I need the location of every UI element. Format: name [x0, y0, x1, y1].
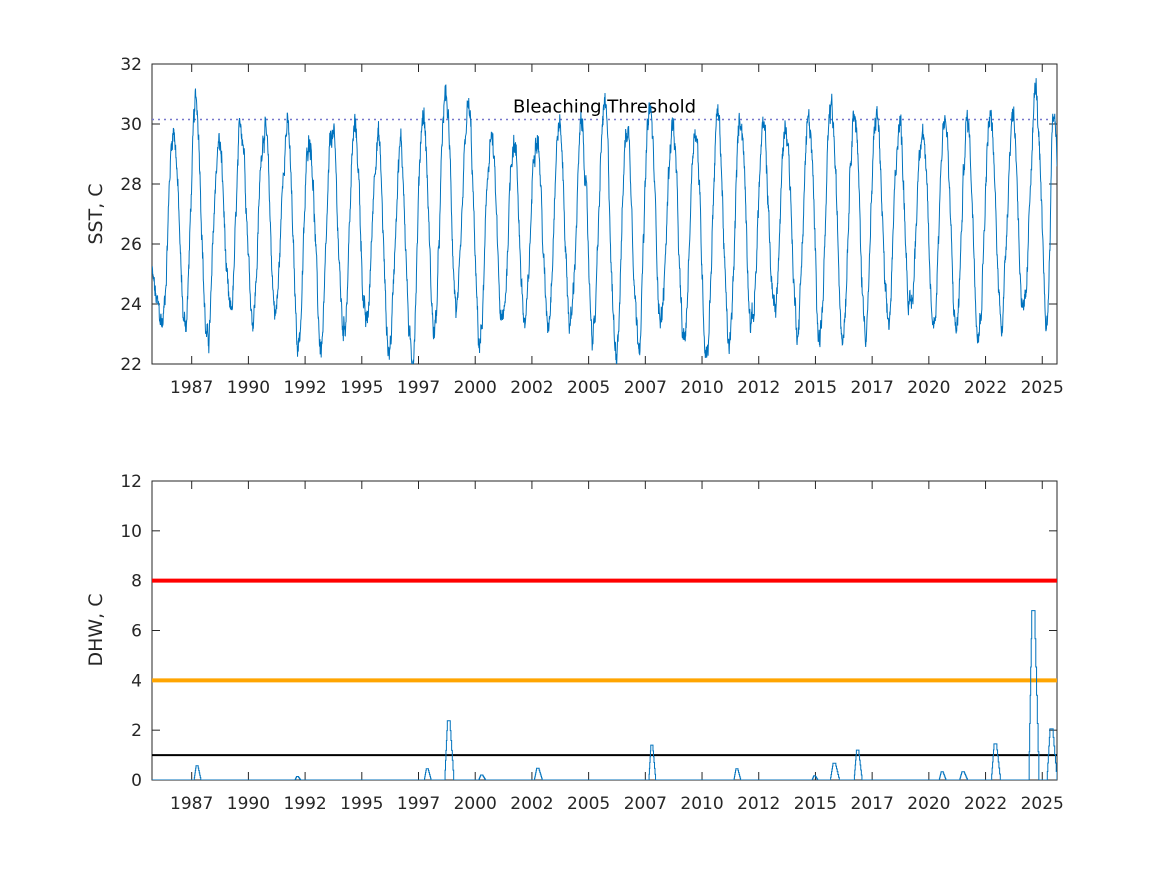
x-tick-label: 1995	[340, 378, 383, 398]
y-tick-label: 22	[120, 355, 142, 375]
y-tick-label: 4	[131, 671, 142, 691]
x-tick-label: 2022	[964, 794, 1007, 814]
dhw-reference-lines	[152, 578, 1057, 757]
dhw-panel: 1987 1990 1992 1995 1997 2000 2002 2005 2007 2010…	[85, 472, 1064, 814]
x-tick-label: 2010	[680, 794, 723, 814]
y-tick-label: 0	[131, 771, 142, 791]
y-tick-label: 26	[120, 235, 142, 255]
x-tick-label: 2002	[510, 378, 553, 398]
x-tick-label: 2000	[454, 794, 497, 814]
x-tick-label: 2025	[1021, 794, 1064, 814]
dhw-y-tick-labels: 0 2 4 6 8 10 12	[120, 472, 142, 791]
y-tick-label: 28	[120, 175, 142, 195]
x-tick-label: 2005	[567, 378, 610, 398]
x-tick-label: 2017	[851, 378, 894, 398]
sst-y-tick-labels: 22 24 26 28 30 32	[120, 55, 142, 375]
y-tick-label: 6	[131, 622, 142, 642]
x-tick-label: 2015	[794, 378, 837, 398]
x-tick-label: 1992	[283, 794, 326, 814]
dhw-series-line	[152, 610, 1057, 780]
x-tick-label: 2022	[964, 378, 1007, 398]
dhw-x-tick-labels: 1987 1990 1992 1995 1997 2000 2002 2005 2007 2010…	[170, 794, 1064, 814]
x-tick-label: 1997	[397, 794, 440, 814]
x-tick-label: 1995	[340, 794, 383, 814]
x-tick-label: 2007	[624, 794, 667, 814]
y-tick-label: 2	[131, 721, 142, 741]
y-tick-label: 10	[120, 522, 142, 542]
x-tick-label: 2020	[907, 794, 950, 814]
dhw-axes-box	[151, 480, 1058, 781]
y-tick-label: 32	[120, 55, 142, 75]
x-tick-label: 1992	[283, 378, 326, 398]
sst-x-tick-labels: 1987 1990 1992 1995 1997 2000 2002 2005 2007 2010…	[170, 378, 1064, 398]
x-tick-label: 1990	[227, 794, 270, 814]
y-tick-label: 30	[120, 115, 142, 135]
x-tick-label: 2005	[567, 794, 610, 814]
x-tick-label: 2000	[454, 378, 497, 398]
sst-y-axis-label: SST, C	[85, 183, 107, 244]
x-tick-label: 2012	[737, 794, 780, 814]
x-tick-label: 2025	[1021, 378, 1064, 398]
x-tick-label: 2017	[851, 794, 894, 814]
sst-panel: Bleaching Threshold 1987 1990 1992 1995 1997…	[85, 55, 1064, 398]
x-tick-label: 2007	[624, 378, 667, 398]
x-tick-label: 1987	[170, 794, 213, 814]
x-tick-label: 2015	[794, 794, 837, 814]
y-tick-label: 12	[120, 472, 142, 492]
sst-axes-box	[151, 63, 1058, 365]
x-tick-label: 1997	[397, 378, 440, 398]
y-tick-label: 24	[120, 295, 142, 315]
x-tick-label: 2020	[907, 378, 950, 398]
sst-ticks	[152, 63, 1057, 365]
x-tick-label: 2002	[510, 794, 553, 814]
x-tick-label: 2012	[737, 378, 780, 398]
dhw-y-axis-label: DHW, C	[85, 593, 107, 666]
x-tick-label: 1987	[170, 378, 213, 398]
x-tick-label: 1990	[227, 378, 270, 398]
x-tick-label: 2010	[680, 378, 723, 398]
sst-series-line	[152, 78, 1057, 364]
y-tick-label: 8	[131, 572, 142, 592]
